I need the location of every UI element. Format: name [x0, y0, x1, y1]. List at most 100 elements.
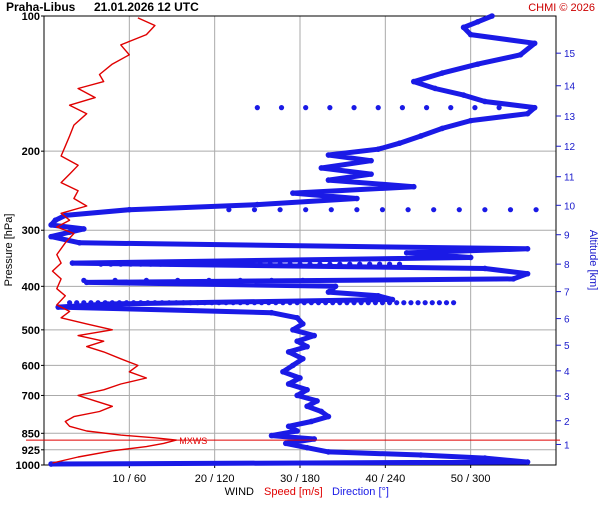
direction-data-point [300, 355, 306, 362]
direction-data-point [294, 314, 300, 321]
direction-data-point [524, 459, 531, 465]
direction-data-point [403, 250, 410, 256]
y-tick-label: 1000 [16, 460, 40, 472]
y2-axis-label: Altitude [km] [587, 230, 599, 291]
y2-tick-label: 15 [564, 49, 576, 60]
x-tick-label: 10 / 60 [113, 473, 147, 485]
direction-scatter-point [482, 207, 488, 213]
direction-data-point [62, 212, 69, 219]
direction-data-point [48, 222, 54, 228]
direction-data-point [304, 386, 310, 393]
series-layer: MXWS [26, 13, 560, 467]
direction-scatter-point [472, 105, 478, 111]
direction-data-point [325, 152, 332, 158]
direction-data-point [268, 432, 275, 439]
y2-tick-label: 7 [564, 288, 570, 299]
direction-data-point [368, 171, 374, 177]
y-tick-label: 400 [22, 281, 40, 293]
y2-tick-label: 10 [564, 201, 576, 212]
y-tick-label: 500 [22, 325, 40, 337]
y-tick-label: 300 [22, 225, 40, 237]
direction-data-point [325, 177, 332, 183]
direction-data-point [482, 455, 488, 461]
x-tick-label: 40 / 240 [365, 473, 405, 485]
direction-data-point [517, 51, 524, 58]
direction-scatter-point [399, 105, 405, 111]
direction-data-point [467, 254, 474, 261]
y-tick-label: 100 [22, 11, 40, 23]
direction-data-point [105, 301, 111, 307]
y-tick-label: 925 [22, 445, 40, 457]
direction-scatter-point [327, 105, 333, 111]
direction-data-point [290, 362, 296, 369]
direction-data-point [354, 195, 360, 202]
direction-scatter-point [436, 300, 442, 306]
direction-data-point [375, 146, 382, 153]
direction-scatter-point [405, 207, 411, 213]
speed-series-line [51, 17, 178, 464]
y2-tick-label: 5 [564, 341, 570, 352]
direction-data-point [396, 140, 403, 147]
direction-data-point [467, 117, 474, 124]
direction-data-point [290, 190, 296, 196]
direction-data-point [410, 78, 417, 85]
direction-data-point [460, 92, 467, 98]
direction-scatter-point [533, 207, 539, 213]
station-title: Praha-Libus [6, 0, 76, 14]
direction-scatter-point [277, 207, 283, 213]
direction-data-point [48, 233, 54, 240]
direction-data-point [418, 452, 424, 458]
direction-data-point [311, 332, 318, 339]
direction-data-point [524, 110, 531, 117]
direction-scatter-point [278, 105, 285, 111]
direction-data-point [282, 440, 289, 447]
footer-speed-label: Speed [m/s] [264, 486, 323, 498]
direction-data-point [318, 408, 325, 415]
direction-data-point [510, 276, 517, 282]
direction-scatter-point [448, 105, 454, 111]
direction-data-point [332, 283, 339, 290]
direction-data-point [297, 375, 303, 381]
direction-scatter-point [375, 105, 381, 111]
direction-data-point [524, 270, 531, 277]
y2-tick-label: 9 [564, 231, 570, 242]
y-tick-label: 700 [22, 390, 40, 402]
direction-scatter-point [422, 300, 428, 306]
direction-data-point [268, 309, 275, 316]
direction-data-point [368, 157, 374, 164]
direction-data-point [531, 40, 538, 47]
direction-data-point [325, 413, 332, 420]
direction-scatter-point [379, 207, 386, 213]
direction-scatter-point [496, 105, 502, 111]
direction-scatter-point [431, 207, 437, 213]
direction-scatter-point [254, 105, 260, 111]
direction-scatter-point [415, 300, 421, 306]
direction-data-point [304, 444, 310, 451]
x-tick-label: 20 / 120 [195, 473, 235, 485]
direction-scatter-point [408, 300, 414, 306]
y2-tick-label: 14 [564, 82, 576, 93]
direction-data-point [304, 403, 310, 410]
direction-data-point [300, 321, 306, 327]
direction-data-point [439, 70, 446, 76]
y2-tick-label: 4 [564, 367, 570, 378]
direction-scatter-point [226, 207, 232, 213]
direction-scatter-point [328, 207, 334, 213]
footer-direction-label: Direction [°] [332, 486, 389, 498]
direction-scatter-point [429, 300, 435, 306]
y2-tick-label: 6 [564, 315, 570, 326]
y2-tick-label: 3 [564, 392, 570, 403]
direction-scatter-point [451, 300, 457, 306]
direction-data-point [285, 423, 292, 430]
direction-scatter-point [251, 207, 258, 213]
direction-data-point [311, 436, 318, 442]
y2-tick-label: 13 [564, 112, 576, 123]
direction-scatter-point [351, 105, 357, 111]
y2-tick-label: 1 [564, 440, 570, 451]
direction-scatter-point [401, 300, 407, 306]
direction-data-point [48, 461, 54, 467]
direction-data-point [318, 165, 325, 171]
